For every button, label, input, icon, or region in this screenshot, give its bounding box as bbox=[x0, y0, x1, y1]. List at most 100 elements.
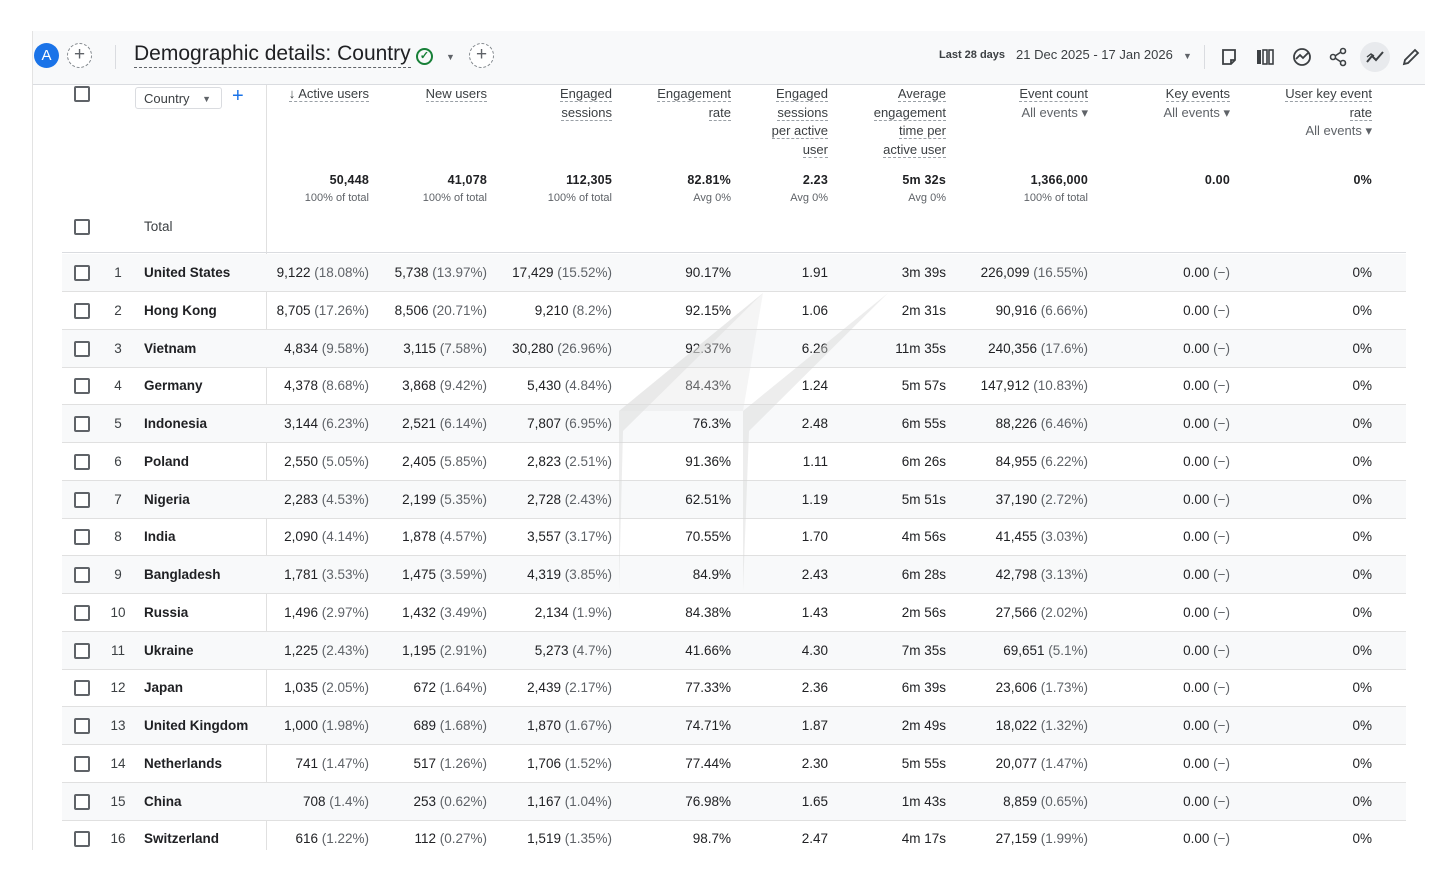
metric-value: 689 bbox=[413, 718, 436, 733]
table-row[interactable]: 7 Nigeria 2,283 (4.53%) 2,199 (5.35%) 2,728 … bbox=[62, 480, 1406, 519]
column-header[interactable]: ↓ Active users bbox=[169, 85, 369, 104]
date-range-chevron-icon[interactable]: ▼ bbox=[1183, 51, 1192, 61]
table-row[interactable]: 2 Hong Kong 8,705 (17.26%) 8,506 (20.71%) 9,… bbox=[62, 292, 1406, 330]
metric-cell: 708 (1.4%) bbox=[169, 794, 369, 809]
add-comparison-button[interactable]: + bbox=[67, 43, 92, 68]
country-name[interactable]: Bangladesh bbox=[144, 567, 221, 582]
metric-value: 0.00 bbox=[1183, 680, 1210, 696]
edit-comparison-icon[interactable] bbox=[1214, 42, 1244, 72]
metric-share: (2.43%) bbox=[560, 491, 612, 507]
column-header[interactable]: New users bbox=[287, 85, 487, 104]
column-header[interactable]: Engaged sessions per active user bbox=[628, 85, 828, 159]
table-row[interactable]: 6 Poland 2,550 (5.05%) 2,405 (5.85%) 2,823 (… bbox=[62, 443, 1406, 481]
add-dimension-button[interactable]: + bbox=[232, 85, 244, 107]
customize-report-icon[interactable] bbox=[1250, 42, 1280, 72]
country-name[interactable]: Hong Kong bbox=[144, 302, 217, 318]
column-header[interactable]: Event count All events ▾ bbox=[888, 85, 1088, 122]
table-row[interactable]: 11 Ukraine 1,225 (2.43%) 1,195 (2.91%) 5,273… bbox=[62, 631, 1406, 670]
column-header[interactable]: User key event rate All events ▾ bbox=[1172, 85, 1372, 141]
table-row[interactable]: 5 Indonesia 3,144 (6.23%) 2,521 (6.14%) 7,80… bbox=[62, 405, 1406, 443]
row-checkbox[interactable] bbox=[74, 604, 90, 621]
country-name[interactable]: Japan bbox=[144, 680, 184, 696]
row-checkbox[interactable] bbox=[74, 302, 90, 319]
country-name[interactable]: United Kingdom bbox=[144, 718, 249, 733]
metric-share: (18.08%) bbox=[310, 265, 369, 280]
row-checkbox[interactable] bbox=[74, 567, 90, 583]
country-name[interactable]: Germany bbox=[144, 378, 203, 394]
trend-icon[interactable] bbox=[1360, 42, 1390, 72]
metric-cell: 91.36% bbox=[531, 454, 731, 469]
table-row[interactable]: 12 Japan 1,035 (2.05%) 672 (1.64%) 2,439 (2.… bbox=[62, 669, 1406, 708]
row-checkbox[interactable] bbox=[74, 755, 90, 772]
table-row[interactable]: 1 United States 9,122 (18.08%) 5,738 (13.97… bbox=[62, 254, 1406, 292]
metric-share: (6.22%) bbox=[1036, 453, 1088, 469]
country-name[interactable]: Switzerland bbox=[144, 831, 220, 847]
table-row[interactable]: 15 China 708 (1.4%) 253 (0.62%) 1,167 (1.04%… bbox=[62, 782, 1406, 821]
table-row[interactable]: 13 United Kingdom 1,000 (1.98%) 689 (1.68%)… bbox=[62, 707, 1406, 745]
row-checkbox[interactable] bbox=[74, 680, 90, 697]
column-event-filter[interactable]: All events ▾ bbox=[1305, 123, 1373, 138]
country-name[interactable]: Nigeria bbox=[144, 491, 190, 507]
metric-cell: 0% bbox=[1172, 567, 1372, 582]
row-checkbox[interactable] bbox=[74, 416, 90, 432]
select-all-checkbox[interactable] bbox=[74, 86, 90, 102]
row-checkbox[interactable] bbox=[74, 793, 90, 810]
table-row[interactable]: 4 Germany 4,378 (8.68%) 3,868 (9.42%) 5,430 … bbox=[62, 367, 1406, 406]
metric-value: 672 bbox=[413, 680, 436, 696]
column-header[interactable]: Average engagement time per active user bbox=[746, 85, 946, 159]
row-checkbox[interactable] bbox=[74, 718, 90, 734]
metric-share: (−) bbox=[1209, 793, 1230, 809]
country-name[interactable]: China bbox=[144, 793, 182, 809]
metric-cell: 0% bbox=[1172, 265, 1372, 280]
column-header[interactable]: Key events All events ▾ bbox=[1030, 85, 1230, 122]
row-checkbox[interactable] bbox=[74, 340, 90, 357]
country-name[interactable]: Russia bbox=[144, 604, 189, 620]
date-range-label[interactable]: Last 28 days bbox=[939, 49, 1006, 61]
comparison-avatar[interactable]: A bbox=[34, 43, 59, 68]
metric-cell: 27,159 (1.99%) bbox=[888, 831, 1088, 846]
country-name[interactable]: Indonesia bbox=[144, 416, 208, 431]
row-checkbox[interactable] bbox=[74, 642, 90, 659]
table-row[interactable]: 10 Russia 1,496 (2.97%) 1,432 (3.49%) 2,134 … bbox=[62, 594, 1406, 632]
table-row[interactable]: 9 Bangladesh 1,781 (3.53%) 1,475 (3.59%) 4,3… bbox=[62, 556, 1406, 594]
table-row[interactable]: 8 India 2,090 (4.14%) 1,878 (4.57%) 3,557 (3… bbox=[62, 518, 1406, 557]
metric-cell: 0% bbox=[1172, 529, 1372, 544]
country-name[interactable]: Netherlands bbox=[144, 755, 223, 771]
share-icon[interactable] bbox=[1323, 42, 1353, 72]
check-circle-icon[interactable]: ✓ bbox=[416, 48, 433, 65]
row-checkbox[interactable] bbox=[74, 378, 90, 395]
row-checkbox[interactable] bbox=[74, 529, 90, 546]
total-value: 112,305 bbox=[566, 173, 612, 187]
metric-cell: 41.66% bbox=[531, 643, 731, 658]
table-row[interactable]: 3 Vietnam 4,834 (9.58%) 3,115 (7.58%) 30,280… bbox=[62, 329, 1406, 368]
page-title[interactable]: Demographic details: Country bbox=[134, 42, 411, 68]
metric-value: 88,226 bbox=[995, 416, 1037, 431]
column-event-filter[interactable]: All events ▾ bbox=[1021, 104, 1089, 120]
table-row[interactable]: 14 Netherlands 741 (1.47%) 517 (1.26%) 1,706… bbox=[62, 745, 1406, 783]
insights-icon[interactable] bbox=[1287, 42, 1317, 72]
total-subtext: Avg 0% bbox=[693, 192, 731, 204]
row-checkbox[interactable] bbox=[74, 265, 90, 281]
row-checkbox[interactable] bbox=[74, 491, 90, 508]
row-checkbox[interactable] bbox=[74, 831, 90, 848]
table-row[interactable]: 16 Switzerland 616 (1.22%) 112 (0.27%) 1,519… bbox=[62, 820, 1406, 850]
chevron-down-icon[interactable]: ▼ bbox=[446, 52, 455, 62]
row-rank: 8 bbox=[114, 529, 122, 545]
totals-checkbox[interactable] bbox=[74, 219, 90, 235]
country-name[interactable]: India bbox=[144, 529, 176, 545]
total-value: 0.00 bbox=[1204, 173, 1230, 187]
row-checkbox[interactable] bbox=[74, 453, 90, 470]
country-name[interactable]: Poland bbox=[144, 453, 190, 469]
column-header[interactable]: Engaged sessions bbox=[412, 85, 612, 122]
column-header[interactable]: Engagement rate bbox=[531, 85, 731, 122]
country-name[interactable]: United States bbox=[144, 265, 231, 280]
date-range-value[interactable]: 21 Dec 2025 - 17 Jan 2026 bbox=[1016, 47, 1173, 62]
country-name[interactable]: Ukraine bbox=[144, 642, 194, 658]
metric-cell: 2,823 (2.51%) bbox=[412, 454, 612, 469]
dimension-selector[interactable]: Country ▼ bbox=[135, 87, 222, 109]
metric-cell: 1,878 (4.57%) bbox=[287, 529, 487, 544]
edit-icon[interactable] bbox=[1396, 42, 1425, 72]
column-event-filter[interactable]: All events ▾ bbox=[1163, 104, 1231, 120]
add-card-button[interactable]: + bbox=[469, 43, 494, 68]
country-name[interactable]: Vietnam bbox=[144, 340, 197, 356]
